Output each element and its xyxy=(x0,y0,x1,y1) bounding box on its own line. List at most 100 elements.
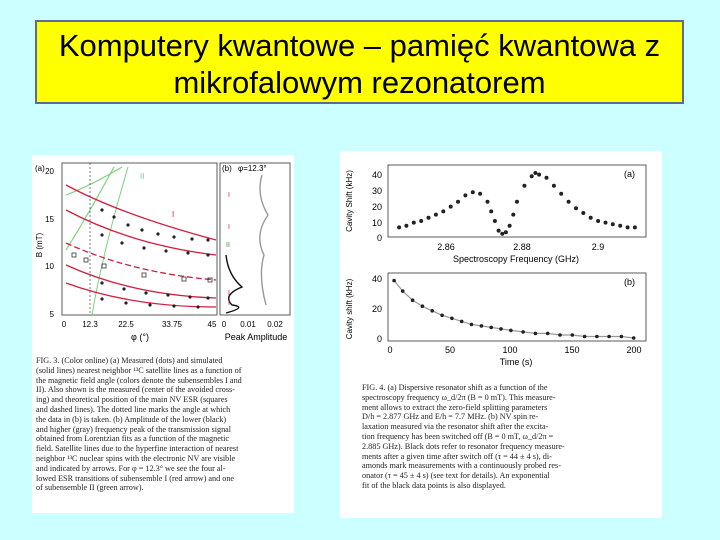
data-point xyxy=(533,331,538,336)
fig3-caption-line: and higher (gray) frequency peak of the … xyxy=(36,424,232,434)
fig3a-ytick-5: 5 xyxy=(50,310,55,319)
red-dashed-curve xyxy=(65,242,217,281)
fig4b-ytick: 40 xyxy=(372,274,382,284)
fig3-caption-line: lowed ESR transitions of subensemble I (… xyxy=(36,473,235,483)
fig4a-points xyxy=(397,171,637,236)
fig4-caption-line: 2.885 GHz). Black dots refer to resonato… xyxy=(362,441,565,451)
fig3b-marker-3: II xyxy=(226,242,230,249)
fig3a-squares xyxy=(71,252,213,283)
fig3a-xtick-12: 12.3 xyxy=(82,320,98,329)
slide-title-line-2: mikrofalowym rezonatorem xyxy=(173,65,546,100)
fig4a-label: (a) xyxy=(624,169,635,179)
fig4-caption-line: amonds mark measurements with a continuo… xyxy=(362,461,561,471)
data-point xyxy=(515,199,519,204)
data-point xyxy=(499,327,503,331)
fig4-caption-line: onator (τ = 45 ± 4 s) (see text for deta… xyxy=(362,471,550,481)
fig4a-ytick: 0 xyxy=(377,233,382,243)
data-point xyxy=(463,193,468,198)
data-point xyxy=(632,225,637,230)
fig3-caption: FIG. 3. (Color online) (a) Measured (dot… xyxy=(36,356,290,493)
data-point xyxy=(537,172,542,177)
fig4-caption-line: FIG. 4. (a) Dispersive resonator shift a… xyxy=(362,383,548,392)
fig3b-xlabel: Peak Amplitude xyxy=(225,332,288,342)
fig3a-xtick-33: 33.75 xyxy=(162,320,183,329)
data-point xyxy=(545,331,550,336)
fig4a-ytick: 40 xyxy=(372,170,382,180)
data-point xyxy=(619,334,624,339)
fig3-caption-line: and dashed lines). The dotted line marks… xyxy=(36,404,231,414)
fig3b-xtick-001: 0.01 xyxy=(240,320,256,329)
data-point xyxy=(441,209,446,214)
data-point xyxy=(551,183,556,188)
data-point xyxy=(496,228,501,233)
fig4-caption-line: fit of the black data points is also dis… xyxy=(362,480,506,490)
fig3b-label: (b) xyxy=(222,164,232,173)
data-point xyxy=(404,223,409,228)
data-point xyxy=(570,333,575,337)
fig4a-yticks: 40 30 20 10 0 xyxy=(372,170,382,243)
slide-title-box: Komputery kwantowe – pamięć kwantowa z m… xyxy=(35,20,684,104)
fig4a-xtick: 2.88 xyxy=(513,242,531,252)
red-curve-2 xyxy=(65,209,217,256)
fig3a-ytick-10: 10 xyxy=(45,262,54,271)
fig3a-dots xyxy=(100,208,210,309)
fig3b-gray-trace xyxy=(259,174,269,306)
data-point xyxy=(529,174,534,179)
fig3-plot: (a) II I 20 15 10 5 B (mT) 0 xyxy=(35,162,291,342)
data-point xyxy=(397,225,402,230)
fig4a-xlabel: Spectroscopy Frequency (GHz) xyxy=(453,254,579,264)
data-point xyxy=(448,204,453,209)
fig3b-phi-label: φ=12.3° xyxy=(238,164,267,173)
fig3-caption-line: II). Also shown is the measured (center … xyxy=(36,385,235,395)
data-point xyxy=(410,298,415,302)
fig4-caption: FIG. 4. (a) Dispersive resonator shift a… xyxy=(362,383,658,491)
data-point xyxy=(420,304,425,308)
fig4-caption-line: ments after a given time after switch of… xyxy=(362,451,552,461)
fig3-caption-line: ing) and theoretical position of the mai… xyxy=(36,395,228,405)
data-point xyxy=(533,171,538,175)
green-curve-3 xyxy=(91,166,129,316)
fig3b-black-trace xyxy=(225,254,244,314)
fig4a-ytick: 30 xyxy=(372,186,382,196)
fig4b-points xyxy=(392,278,636,340)
data-point xyxy=(507,223,512,228)
data-point xyxy=(503,230,508,235)
data-point xyxy=(430,309,434,313)
left-figure-panel: (a) II I 20 15 10 5 B (mT) 0 xyxy=(32,155,294,513)
fig4b-xtick: 100 xyxy=(502,345,517,355)
fig4a-xtick: 2.86 xyxy=(437,242,455,252)
data-point xyxy=(596,219,601,223)
data-point xyxy=(582,334,587,339)
data-point xyxy=(450,316,454,321)
red-curve-1 xyxy=(65,184,217,241)
data-point xyxy=(478,191,483,196)
data-point xyxy=(610,222,615,227)
fig4-caption-line: laxation measured via the resonator shif… xyxy=(362,422,549,432)
data-point xyxy=(440,313,444,318)
data-point xyxy=(558,333,562,337)
fig3-caption-line: the data in (b) is taken. (b) Amplitude … xyxy=(36,414,227,424)
fig3-caption-line: (solid lines) nearest neighbor ¹³C satel… xyxy=(36,365,242,375)
red-curve-3 xyxy=(65,264,217,299)
data-point xyxy=(581,211,586,215)
fig4b-ytick: 20 xyxy=(372,304,382,314)
fig3b-marker-1: I xyxy=(228,192,230,199)
fig4b-xlabel: Time (s) xyxy=(500,357,533,367)
fig4b-xtick: 50 xyxy=(445,345,455,355)
fig3a-xtick-22: 22.5 xyxy=(118,320,134,329)
data-point xyxy=(607,334,611,339)
fig3-caption-line: neighbor ¹³C nuclear spins with the elec… xyxy=(36,453,236,463)
fig3a-ytick-15: 15 xyxy=(45,215,54,224)
fig3b-marker-2: I xyxy=(228,224,230,231)
data-point xyxy=(625,225,630,230)
fig4b-ytick: 0 xyxy=(377,334,382,344)
data-point xyxy=(419,219,424,223)
green-curve-2 xyxy=(65,166,115,251)
fig3-caption-line: field. Satellite lines due to the hyperf… xyxy=(36,444,239,454)
data-point xyxy=(426,215,431,220)
data-point xyxy=(631,336,636,340)
fig4b-ylabel: Cavity shift (kHz) xyxy=(345,278,354,339)
fig3b-marker-5: I xyxy=(228,300,230,307)
fig4-plot: (a) 40 30 20 10 0 Cavity Shift (kHz) 2.8… xyxy=(345,164,647,367)
fig4a-ylabel: Cavity Shift (kHz) xyxy=(345,170,354,232)
